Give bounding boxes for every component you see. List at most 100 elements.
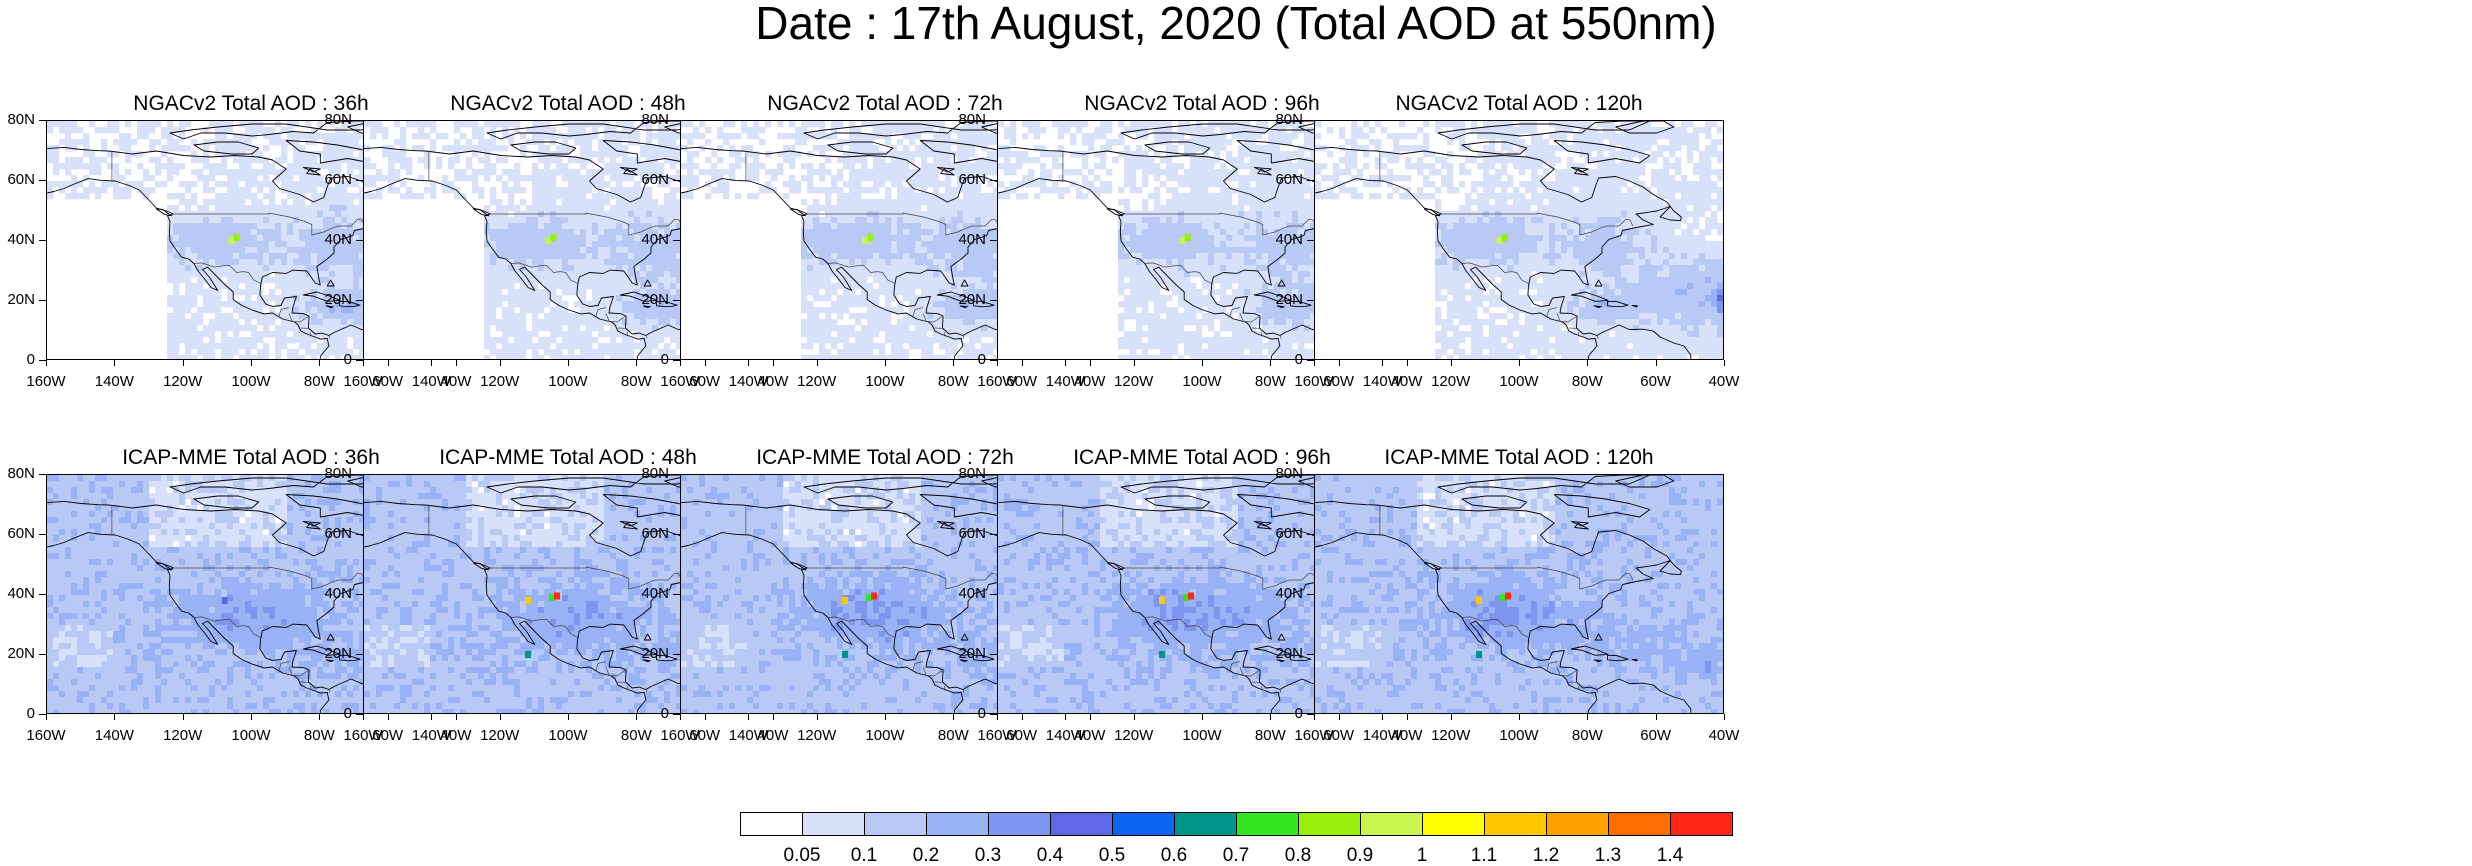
aod-cell: [610, 169, 616, 175]
aod-cell: [903, 223, 909, 229]
aod-cell: [490, 265, 496, 271]
aod-cell: [221, 157, 227, 163]
aod-cell: [293, 355, 299, 360]
aod-cell: [251, 283, 257, 289]
aod-cell: [245, 175, 251, 181]
aod-cell: [490, 259, 496, 265]
aod-cell: [448, 163, 454, 169]
aod-cell: [598, 349, 604, 355]
aod-cell: [837, 217, 843, 223]
aod-cell: [281, 241, 287, 247]
aod-cell: [233, 217, 239, 223]
aod-cell: [167, 175, 173, 181]
aod-cell: [370, 175, 376, 181]
aod-cell: [424, 187, 430, 193]
aod-cell: [179, 319, 185, 325]
aod-cell: [275, 241, 281, 247]
aod-cell: [831, 223, 837, 229]
aod-cell: [275, 253, 281, 259]
aod-cell: [687, 175, 693, 181]
aod-cell: [753, 169, 759, 175]
aod-cell: [508, 331, 514, 337]
aod-cell: [933, 247, 939, 253]
aod-cell: [472, 127, 478, 133]
aod-cell: [580, 193, 586, 199]
aod-cell: [209, 253, 215, 259]
aod-cell: [89, 169, 95, 175]
aod-cell: [789, 157, 795, 163]
aod-cell: [861, 229, 867, 235]
aod-cell: [167, 277, 173, 283]
aod-cell: [921, 157, 927, 163]
aod-cell: [508, 241, 514, 247]
aod-cell: [179, 259, 185, 265]
aod-cell: [436, 163, 442, 169]
aod-cell: [502, 121, 508, 127]
aod-cell: [233, 187, 239, 193]
aod-cell: [221, 349, 227, 355]
aod-cell: [287, 247, 293, 253]
aod-cell: [765, 121, 771, 127]
aod-cell: [927, 151, 933, 157]
aod-cell: [197, 205, 203, 211]
aod-cell: [945, 175, 951, 181]
aod-cell: [897, 127, 903, 133]
aod-cell: [161, 163, 167, 169]
aod-cell: [197, 289, 203, 295]
aod-cell: [556, 277, 562, 283]
aod-cell: [598, 259, 604, 265]
aod-cell: [245, 325, 251, 331]
aod-cell: [263, 331, 269, 337]
aod-cell: [484, 283, 490, 289]
aod-cell: [681, 163, 687, 169]
aod-cell: [257, 271, 263, 277]
aod-cell: [687, 133, 693, 139]
aod-cell: [185, 283, 191, 289]
aod-cell: [502, 307, 508, 313]
aod-cell: [137, 163, 143, 169]
aod-cell: [598, 217, 604, 223]
aod-cell: [681, 181, 687, 187]
aod-cell: [598, 343, 604, 349]
aod-cell: [610, 133, 616, 139]
aod-cell: [221, 343, 227, 349]
aod-cell: [311, 319, 317, 325]
aod-cell: [622, 319, 628, 325]
lon-tick-label: 140W: [401, 374, 461, 389]
aod-cell: [502, 265, 508, 271]
aod-cell: [831, 217, 837, 223]
aod-cell: [197, 319, 203, 325]
aod-cell: [795, 139, 801, 145]
aod-cell: [532, 307, 538, 313]
aod-cell: [562, 169, 568, 175]
aod-cell: [544, 229, 550, 235]
aod-cell: [825, 271, 831, 277]
aod-cell: [227, 199, 233, 205]
aod-cell: [538, 217, 544, 223]
aod-cell: [191, 325, 197, 331]
aod-cell: [520, 235, 526, 241]
aod-cell: [813, 229, 819, 235]
aod-cell: [574, 217, 580, 223]
aod-cell: [245, 169, 251, 175]
aod-cell: [514, 295, 520, 301]
aod-cell: [209, 223, 215, 229]
aod-cell: [203, 163, 209, 169]
aod-cell: [604, 181, 610, 187]
aod-cell: [873, 259, 879, 265]
aod-cell: [215, 205, 221, 211]
aod-cell: [723, 169, 729, 175]
aod-cell: [825, 229, 831, 235]
aod-cell: [885, 127, 891, 133]
aod-cell: [586, 169, 592, 175]
aod-cell: [293, 313, 299, 319]
aod-cell: [245, 259, 251, 265]
aod-cell: [933, 223, 939, 229]
aod-cell: [705, 169, 711, 175]
aod-cell: [233, 289, 239, 295]
aod-cell: [490, 301, 496, 307]
aod-cell: [837, 187, 843, 193]
aod-cell: [520, 331, 526, 337]
aod-cell: [544, 199, 550, 205]
aod-cell: [245, 253, 251, 259]
